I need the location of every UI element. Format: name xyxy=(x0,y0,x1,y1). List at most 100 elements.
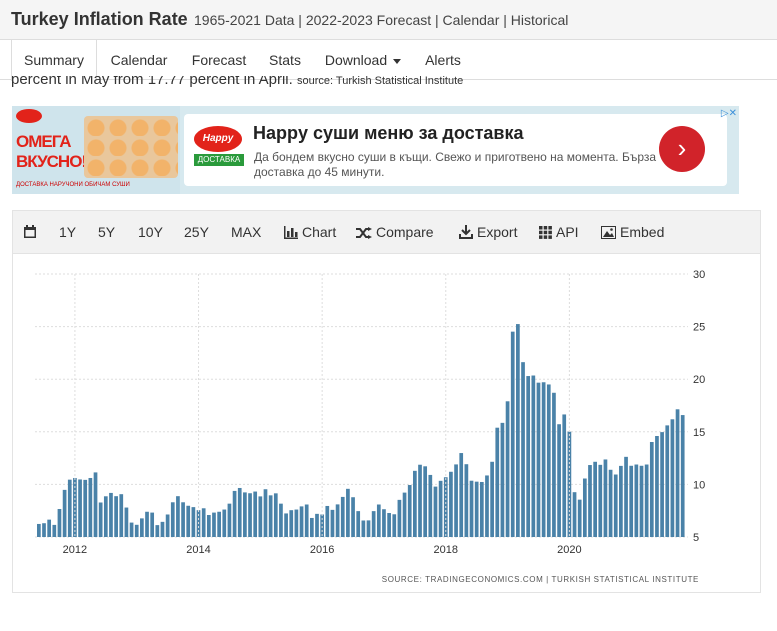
bar xyxy=(660,432,664,537)
bar xyxy=(155,525,160,537)
embed-button[interactable]: Embed xyxy=(601,211,664,253)
bar xyxy=(665,425,670,537)
tab-stats[interactable]: Stats xyxy=(261,40,309,80)
tab-download[interactable]: Download xyxy=(316,40,410,80)
bar xyxy=(37,523,41,537)
bar xyxy=(165,514,170,537)
calendar-icon[interactable] xyxy=(23,211,41,253)
bar xyxy=(634,464,639,537)
range-1y-button[interactable]: 1Y xyxy=(59,224,77,240)
bar xyxy=(299,506,304,537)
bar xyxy=(335,504,340,537)
bar xyxy=(469,480,474,537)
bar xyxy=(67,479,72,537)
bar xyxy=(206,515,211,537)
bar xyxy=(98,502,103,537)
chart-panel: 1Y 5Y 10Y 25Y MAX Chart Compare Export A… xyxy=(12,210,761,593)
ad-arrow-button[interactable]: › xyxy=(659,126,705,172)
bar xyxy=(613,474,618,537)
bar xyxy=(454,464,458,537)
chevron-down-icon xyxy=(393,58,402,64)
x-tick-label: 2012 xyxy=(63,544,87,556)
description-source[interactable]: source: Turkish Statistical Institute xyxy=(296,76,464,87)
bar xyxy=(78,479,82,537)
ad-logo-icon xyxy=(16,109,42,123)
bar xyxy=(273,493,278,537)
bar xyxy=(186,505,191,537)
bar xyxy=(552,392,556,537)
bar xyxy=(588,465,592,537)
bar xyxy=(516,324,520,537)
tab-calendar[interactable]: Calendar xyxy=(100,40,178,80)
bar xyxy=(119,494,124,537)
bar xyxy=(366,520,371,537)
tab-forecast[interactable]: Forecast xyxy=(183,40,255,80)
bar xyxy=(57,509,62,537)
bar xyxy=(562,414,567,537)
nav-tabs: Summary Calendar Forecast Stats Download… xyxy=(0,40,777,81)
bar xyxy=(320,514,325,537)
bar xyxy=(479,481,484,537)
api-label: API xyxy=(556,224,579,240)
bar xyxy=(191,507,196,537)
bar xyxy=(42,523,46,537)
bar xyxy=(160,521,165,537)
ad-card[interactable]: Happy ДОСТАВКА Happy суши меню за достав… xyxy=(184,114,727,186)
compare-button[interactable]: Compare xyxy=(356,211,434,253)
tab-summary[interactable]: Summary xyxy=(11,40,97,81)
bar xyxy=(351,497,355,537)
tab-alerts[interactable]: Alerts xyxy=(416,40,470,80)
bar xyxy=(500,422,505,537)
ad-image[interactable]: ОМЕГА ВКУСНО! ДОСТАВКА НАРУЧОНИ ОБИЧАМ С… xyxy=(12,106,180,194)
export-label: Export xyxy=(477,224,518,240)
bar xyxy=(145,511,149,537)
ad-brand-name: Happy xyxy=(194,126,242,152)
chart-source: SOURCE: TRADINGECONOMICS.COM | TURKISH S… xyxy=(382,575,699,584)
bar xyxy=(237,487,242,537)
y-tick-label: 30 xyxy=(693,269,705,281)
bar xyxy=(376,504,381,537)
bar xyxy=(428,474,433,537)
export-button[interactable]: Export xyxy=(459,211,517,253)
bar xyxy=(485,475,489,537)
bar xyxy=(103,496,108,537)
ad-headline[interactable]: Happy суши меню за доставка xyxy=(253,123,524,143)
bar xyxy=(248,493,252,537)
bar xyxy=(397,499,402,537)
y-tick-label: 20 xyxy=(693,374,705,386)
range-25y-button[interactable]: 25Y xyxy=(184,224,209,240)
compare-label: Compare xyxy=(376,224,434,240)
bar xyxy=(340,496,345,537)
bar xyxy=(129,522,134,537)
bar xyxy=(140,518,144,537)
range-5y-button[interactable]: 5Y xyxy=(98,224,116,240)
bar xyxy=(541,382,546,537)
bar xyxy=(464,464,469,537)
page-subtitle[interactable]: 1965-2021 Data | 2022-2023 Forecast | Ca… xyxy=(194,12,569,28)
tab-label: Alerts xyxy=(425,52,461,68)
api-button[interactable]: API xyxy=(539,211,579,253)
bar xyxy=(47,519,52,537)
bar xyxy=(644,464,649,537)
ad-choices-icon[interactable]: ▷✕ xyxy=(720,108,737,119)
range-10y-button[interactable]: 10Y xyxy=(138,224,163,240)
x-tick-label: 2016 xyxy=(310,544,334,556)
bar xyxy=(222,509,227,537)
advertisement[interactable]: ОМЕГА ВКУСНО! ДОСТАВКА НАРУЧОНИ ОБИЧАМ С… xyxy=(12,106,739,194)
bar xyxy=(227,503,232,537)
bar xyxy=(495,427,500,537)
bar xyxy=(315,513,319,537)
inflation-chart[interactable]: 5 10 15 20 25 30 2012 2014 2016 2018 2020 SOURCE: T… xyxy=(13,255,760,593)
range-max-button[interactable]: MAX xyxy=(231,224,262,240)
bar-chart-icon xyxy=(284,226,298,239)
x-tick-label: 2018 xyxy=(434,544,458,556)
bar xyxy=(114,496,118,537)
chart-button[interactable]: Chart xyxy=(284,211,336,253)
x-tick-label: 2014 xyxy=(186,544,210,556)
bar xyxy=(670,419,675,537)
y-tick-label: 15 xyxy=(693,427,705,439)
bar xyxy=(325,505,330,537)
bar xyxy=(418,464,422,537)
bar xyxy=(212,512,216,537)
bar xyxy=(371,511,376,537)
